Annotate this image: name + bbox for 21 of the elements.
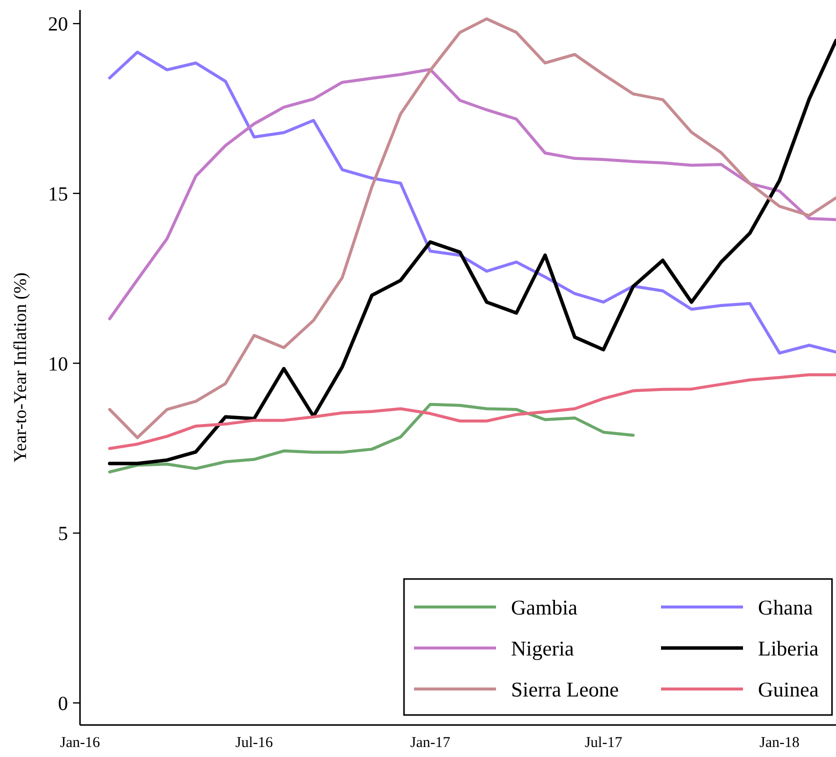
line-series xyxy=(108,68,836,320)
y-tick-label: 10 xyxy=(48,353,68,376)
line-series xyxy=(108,50,836,355)
y-tick-label: 20 xyxy=(48,14,68,36)
legend-label: Guinea xyxy=(758,677,820,702)
legend-label: Sierra Leone xyxy=(511,677,619,702)
line-series xyxy=(108,373,836,450)
x-tick-label: Jan-16 xyxy=(60,735,100,751)
y-tick-label: 5 xyxy=(58,523,68,546)
y-tick-label: 15 xyxy=(48,183,68,206)
legend-label: Nigeria xyxy=(511,636,575,660)
legend-label: Liberia xyxy=(758,636,820,660)
x-tick-label: Jul-17 xyxy=(584,735,623,751)
legend-label: Ghana xyxy=(758,595,814,620)
legend-label: Gambia xyxy=(511,595,578,620)
y-tick-label: 0 xyxy=(58,692,68,715)
x-tick-label: Jan-17 xyxy=(410,735,451,751)
line-series xyxy=(108,402,635,474)
x-tick-label: Jan-18 xyxy=(760,735,800,751)
y-axis-title: Year-to-Year Inflation (%) xyxy=(10,272,30,462)
x-tick-label: Jul-16 xyxy=(235,735,274,751)
